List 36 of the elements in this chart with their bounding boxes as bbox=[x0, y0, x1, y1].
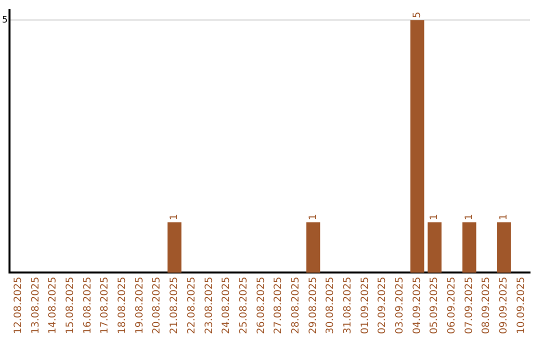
x-tick-label: 21.08.2025 bbox=[169, 276, 180, 334]
x-tick-label: 16.08.2025 bbox=[82, 276, 94, 334]
x-tick-label: 04.09.2025 bbox=[412, 276, 423, 334]
x-tick-label: 18.08.2025 bbox=[117, 276, 128, 334]
data-label: 1 bbox=[169, 214, 180, 220]
x-tick-label: 27.08.2025 bbox=[273, 276, 284, 334]
x-tick-label: 13.08.2025 bbox=[30, 276, 42, 334]
x-tick-label: 20.08.2025 bbox=[152, 276, 163, 334]
data-label: 1 bbox=[308, 214, 319, 220]
x-tick-label: 31.08.2025 bbox=[342, 276, 354, 334]
x-tick-label: 05.09.2025 bbox=[429, 276, 440, 334]
x-tick-label: 25.08.2025 bbox=[238, 276, 250, 334]
x-tick-label: 24.08.2025 bbox=[221, 276, 232, 334]
data-label: 5 bbox=[412, 12, 423, 18]
x-tick-label: 12.08.2025 bbox=[12, 276, 24, 334]
x-tick-label: 29.08.2025 bbox=[308, 276, 319, 334]
x-tick-label: 23.08.2025 bbox=[204, 276, 215, 334]
x-tick-label: 07.09.2025 bbox=[464, 276, 475, 334]
data-label: 1 bbox=[498, 214, 510, 220]
x-tick-label: 09.09.2025 bbox=[498, 276, 510, 334]
data-label: 1 bbox=[464, 214, 475, 220]
x-tick-label: 15.08.2025 bbox=[65, 276, 76, 334]
x-tick-label: 14.08.2025 bbox=[48, 276, 59, 334]
x-tick-label: 19.08.2025 bbox=[134, 276, 146, 334]
x-tick-label: 08.09.2025 bbox=[481, 276, 492, 334]
x-tick-label: 03.09.2025 bbox=[394, 276, 406, 334]
x-tick-label: 01.09.2025 bbox=[360, 276, 371, 334]
x-tick-label: 02.09.2025 bbox=[377, 276, 388, 334]
x-tick-label: 28.08.2025 bbox=[290, 276, 302, 334]
data-label: 1 bbox=[429, 214, 440, 220]
x-tick-label: 06.09.2025 bbox=[446, 276, 458, 334]
x-tick-label: 26.08.2025 bbox=[256, 276, 267, 334]
x-tick-label: 10.09.2025 bbox=[516, 276, 527, 334]
x-tick-label: 17.08.2025 bbox=[100, 276, 111, 334]
x-tick-label: 30.08.2025 bbox=[325, 276, 336, 334]
x-tick-label: 22.08.2025 bbox=[186, 276, 198, 334]
